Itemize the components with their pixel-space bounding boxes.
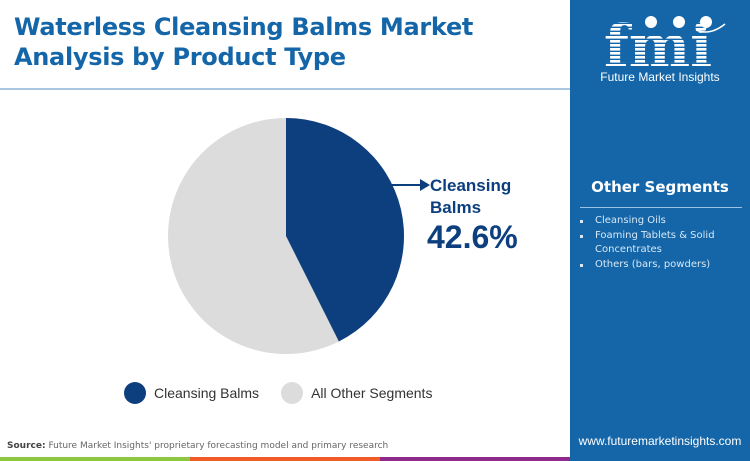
footer-bar-green: [0, 457, 190, 461]
pie-chart: [168, 118, 404, 354]
footer-bar-purple: [380, 457, 570, 461]
legend-swatch-icon: [124, 382, 146, 404]
segment-item: Others (bars, powders): [580, 258, 745, 273]
callout-arrow-icon: [392, 179, 430, 191]
legend-label: All Other Segments: [311, 385, 433, 401]
side-divider: [580, 207, 742, 208]
legend-swatch-icon: [281, 382, 304, 404]
callout-value: 42.6%: [427, 219, 518, 255]
fmi-logo-icon: fmi: [604, 12, 726, 80]
chart-legend: Cleansing Balms All Other Segments: [124, 382, 454, 404]
chart-title: Waterless Cleansing Balms Market Analysi…: [14, 13, 474, 71]
legend-item-other-segments: All Other Segments: [281, 382, 432, 404]
other-segments-heading: Other Segments: [591, 178, 729, 196]
brand-side-panel: fmi Future Market Insights Other Segment…: [570, 0, 750, 461]
brand-name: Future Market Insights: [600, 70, 720, 84]
segment-item: Cleansing Oils: [580, 214, 745, 229]
pie-slice-cleansing-balms: [286, 118, 404, 342]
svg-text:fmi: fmi: [604, 12, 712, 80]
source-note: Source: Future Market Insights' propriet…: [7, 441, 388, 451]
website-link[interactable]: www.futuremarketinsights.com: [578, 434, 742, 448]
source-text: Future Market Insights' proprietary fore…: [48, 441, 389, 451]
segment-item: Foaming Tablets & Solid Concentrates: [580, 229, 745, 258]
callout-label: Cleansing Balms: [430, 176, 512, 217]
title-divider: [0, 88, 570, 90]
footer-bar-orange: [190, 457, 380, 461]
other-segments-list: Cleansing Oils Foaming Tablets & Solid C…: [580, 214, 745, 272]
source-prefix: Source:: [7, 441, 46, 451]
legend-item-cleansing-balms: Cleansing Balms: [124, 382, 259, 404]
legend-label: Cleansing Balms: [154, 385, 260, 401]
